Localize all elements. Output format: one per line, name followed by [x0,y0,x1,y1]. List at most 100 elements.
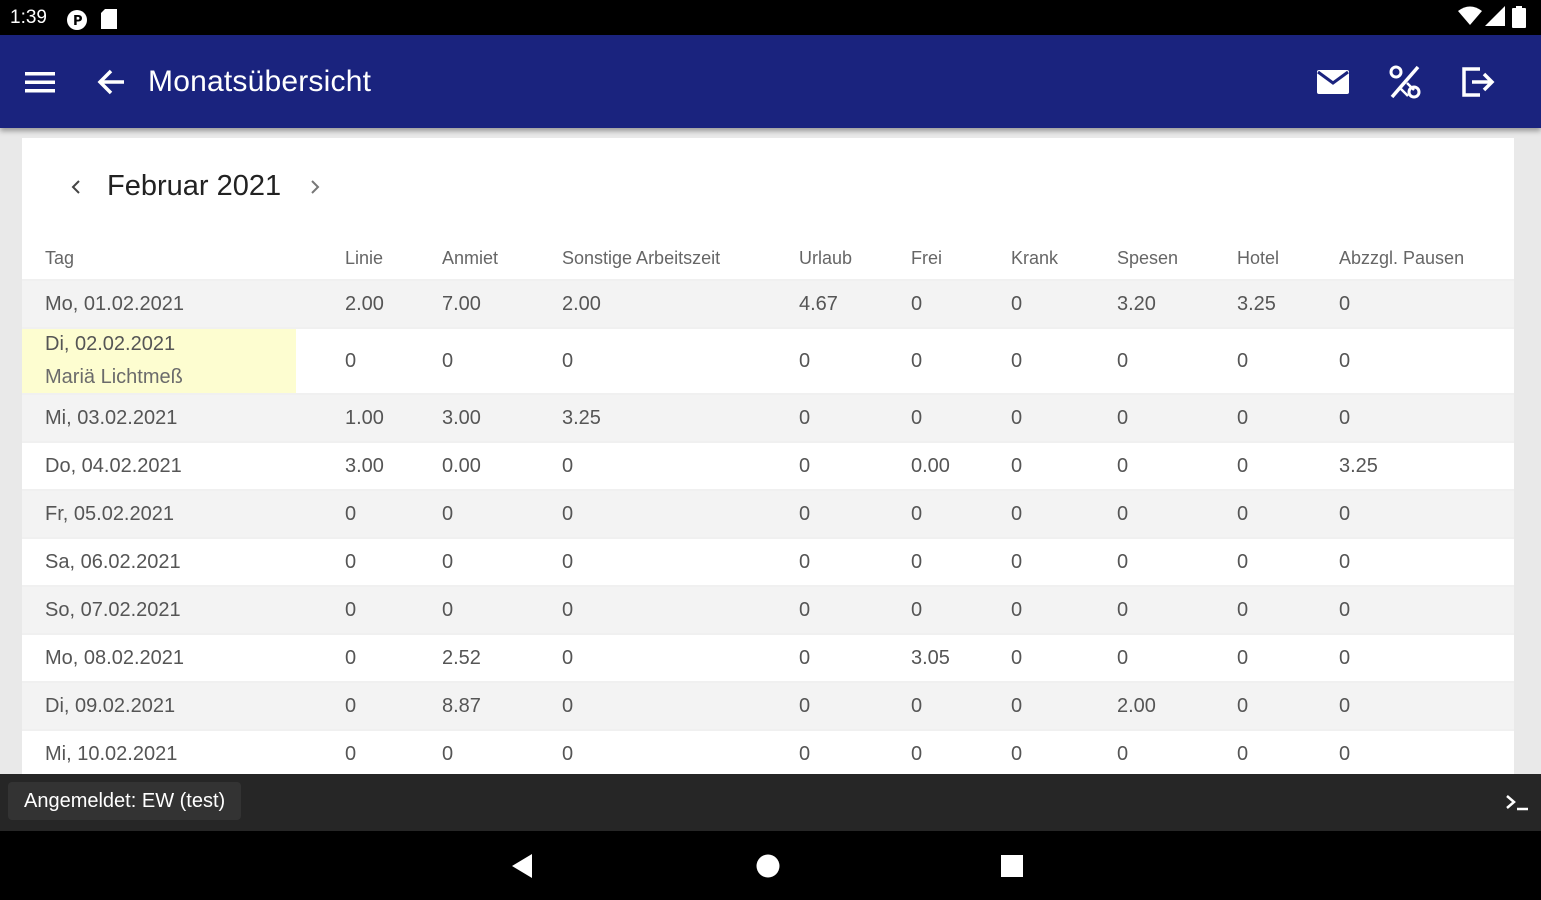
sonstige-cell: 0 [562,742,574,765]
page-title: Monatsübersicht [148,65,372,98]
percent-icon[interactable] [1386,63,1424,101]
menu-icon[interactable] [21,63,59,101]
krank-cell: 0 [1011,292,1023,315]
month-navigation: Februar 2021 [22,138,622,238]
urlaub-cell: 0 [799,349,811,372]
table-row[interactable]: Mo, 01.02.2021 2.00 7.00 2.00 4.67 0 0 3… [22,281,1514,329]
urlaub-cell: 0 [799,694,811,717]
column-header-abzzgl-pausen: Abzzgl. Pausen [1339,248,1465,268]
frei-cell: 0 [911,550,923,573]
back-arrow-icon[interactable] [92,63,130,101]
urlaub-cell: 0 [799,742,811,765]
month-overview-card: Februar 2021 Tag Linie Anmiet Sonstige A… [22,138,1514,774]
table-row[interactable]: Di, 09.02.2021 0 8.87 0 0 0 0 2.00 0 0 [22,683,1514,731]
mail-icon[interactable] [1314,63,1352,101]
spesen-cell: 2.00 [1117,694,1156,717]
sonstige-cell: 0 [562,349,574,372]
nav-home-icon[interactable] [753,851,783,881]
hotel-cell: 0 [1237,406,1249,429]
table-row[interactable]: Di, 02.02.2021 Mariä Lichtmeß 0 0 0 0 0 … [22,329,1514,395]
linie-cell: 3.00 [345,454,384,477]
hotel-cell: 0 [1237,349,1249,372]
pausen-cell: 0 [1339,550,1351,573]
urlaub-cell: 0 [799,502,811,525]
table-row[interactable]: Mi, 03.02.2021 1.00 3.00 3.25 0 0 0 0 0 … [22,395,1514,443]
anmiet-cell: 8.87 [442,694,481,717]
content-area: Februar 2021 Tag Linie Anmiet Sonstige A… [0,128,1541,774]
anmiet-cell: 2.52 [442,646,481,669]
sonstige-cell: 0 [562,646,574,669]
krank-cell: 0 [1011,406,1023,429]
column-header-linie: Linie [345,248,384,268]
frei-cell: 3.05 [911,646,950,669]
pausen-cell: 0 [1339,349,1351,372]
pausen-cell: 0 [1339,646,1351,669]
linie-cell: 0 [345,550,357,573]
table-row[interactable]: So, 07.02.2021 0 0 0 0 0 0 0 0 0 [22,587,1514,635]
frei-cell: 0 [911,694,923,717]
chevron-right-icon[interactable] [304,172,324,202]
table-row[interactable]: Sa, 06.02.2021 0 0 0 0 0 0 0 0 0 [22,539,1514,587]
day-cell: So, 07.02.2021 [45,598,181,621]
day-cell: Di, 02.02.2021 Mariä Lichtmeß [45,329,183,393]
urlaub-cell: 4.67 [799,292,838,315]
terminal-icon[interactable] [1504,791,1530,813]
urlaub-cell: 0 [799,550,811,573]
column-header-krank: Krank [1011,248,1059,268]
column-header-spesen: Spesen [1117,248,1179,268]
holiday-highlight [22,329,296,393]
signal-icon [1485,6,1505,26]
notification-p-icon: P [67,10,87,30]
anmiet-cell: 0.00 [442,454,481,477]
table-row[interactable]: Fr, 05.02.2021 0 0 0 0 0 0 0 0 0 [22,491,1514,539]
status-time: 1:39 [10,7,47,28]
frei-cell: 0 [911,406,923,429]
day-cell: Mo, 08.02.2021 [45,646,184,669]
urlaub-cell: 0 [799,598,811,621]
day-cell: Di, 09.02.2021 [45,694,176,717]
logout-icon[interactable] [1458,63,1496,101]
krank-cell: 0 [1011,550,1023,573]
pausen-cell: 0 [1339,694,1351,717]
sd-card-icon [101,9,117,29]
table-row[interactable]: Do, 04.02.2021 3.00 0.00 0 0 0.00 0 0 0 … [22,443,1514,491]
day-cell: Fr, 05.02.2021 [45,502,174,525]
hotel-cell: 0 [1237,502,1249,525]
table-row[interactable]: Mo, 08.02.2021 0 2.52 0 0 3.05 0 0 0 0 [22,635,1514,683]
spesen-cell: 0 [1117,349,1129,372]
spesen-cell: 0 [1117,550,1129,573]
hotel-cell: 0 [1237,454,1249,477]
anmiet-cell: 7.00 [442,292,481,315]
anmiet-cell: 0 [442,550,454,573]
nav-back-icon[interactable] [508,851,538,881]
krank-cell: 0 [1011,742,1023,765]
sonstige-cell: 0 [562,598,574,621]
krank-cell: 0 [1011,349,1023,372]
wifi-icon [1458,6,1482,25]
column-header-anmiet: Anmiet [442,248,499,268]
column-header-urlaub: Urlaub [799,248,853,268]
table-row[interactable]: Mi, 10.02.2021 0 0 0 0 0 0 0 0 0 [22,731,1514,774]
pausen-cell: 0 [1339,502,1351,525]
krank-cell: 0 [1011,454,1023,477]
chevron-left-icon[interactable] [66,172,86,202]
krank-cell: 0 [1011,502,1023,525]
krank-cell: 0 [1011,694,1023,717]
day-cell: Mi, 03.02.2021 [45,406,178,429]
nav-recents-icon[interactable] [997,851,1027,881]
spesen-cell: 0 [1117,502,1129,525]
spesen-cell: 0 [1117,406,1129,429]
linie-cell: 2.00 [345,292,384,315]
linie-cell: 0 [345,502,357,525]
frei-cell: 0.00 [911,454,950,477]
month-table: Tag Linie Anmiet Sonstige Arbeitszeit Ur… [22,238,1514,774]
anmiet-cell: 0 [442,598,454,621]
frei-cell: 0 [911,349,923,372]
anmiet-cell: 0 [442,502,454,525]
sonstige-cell: 0 [562,454,574,477]
holiday-name: Mariä Lichtmeß [45,366,183,388]
urlaub-cell: 0 [799,646,811,669]
day-cell: Do, 04.02.2021 [45,454,182,477]
day-cell: Sa, 06.02.2021 [45,550,181,573]
pausen-cell: 0 [1339,292,1351,315]
